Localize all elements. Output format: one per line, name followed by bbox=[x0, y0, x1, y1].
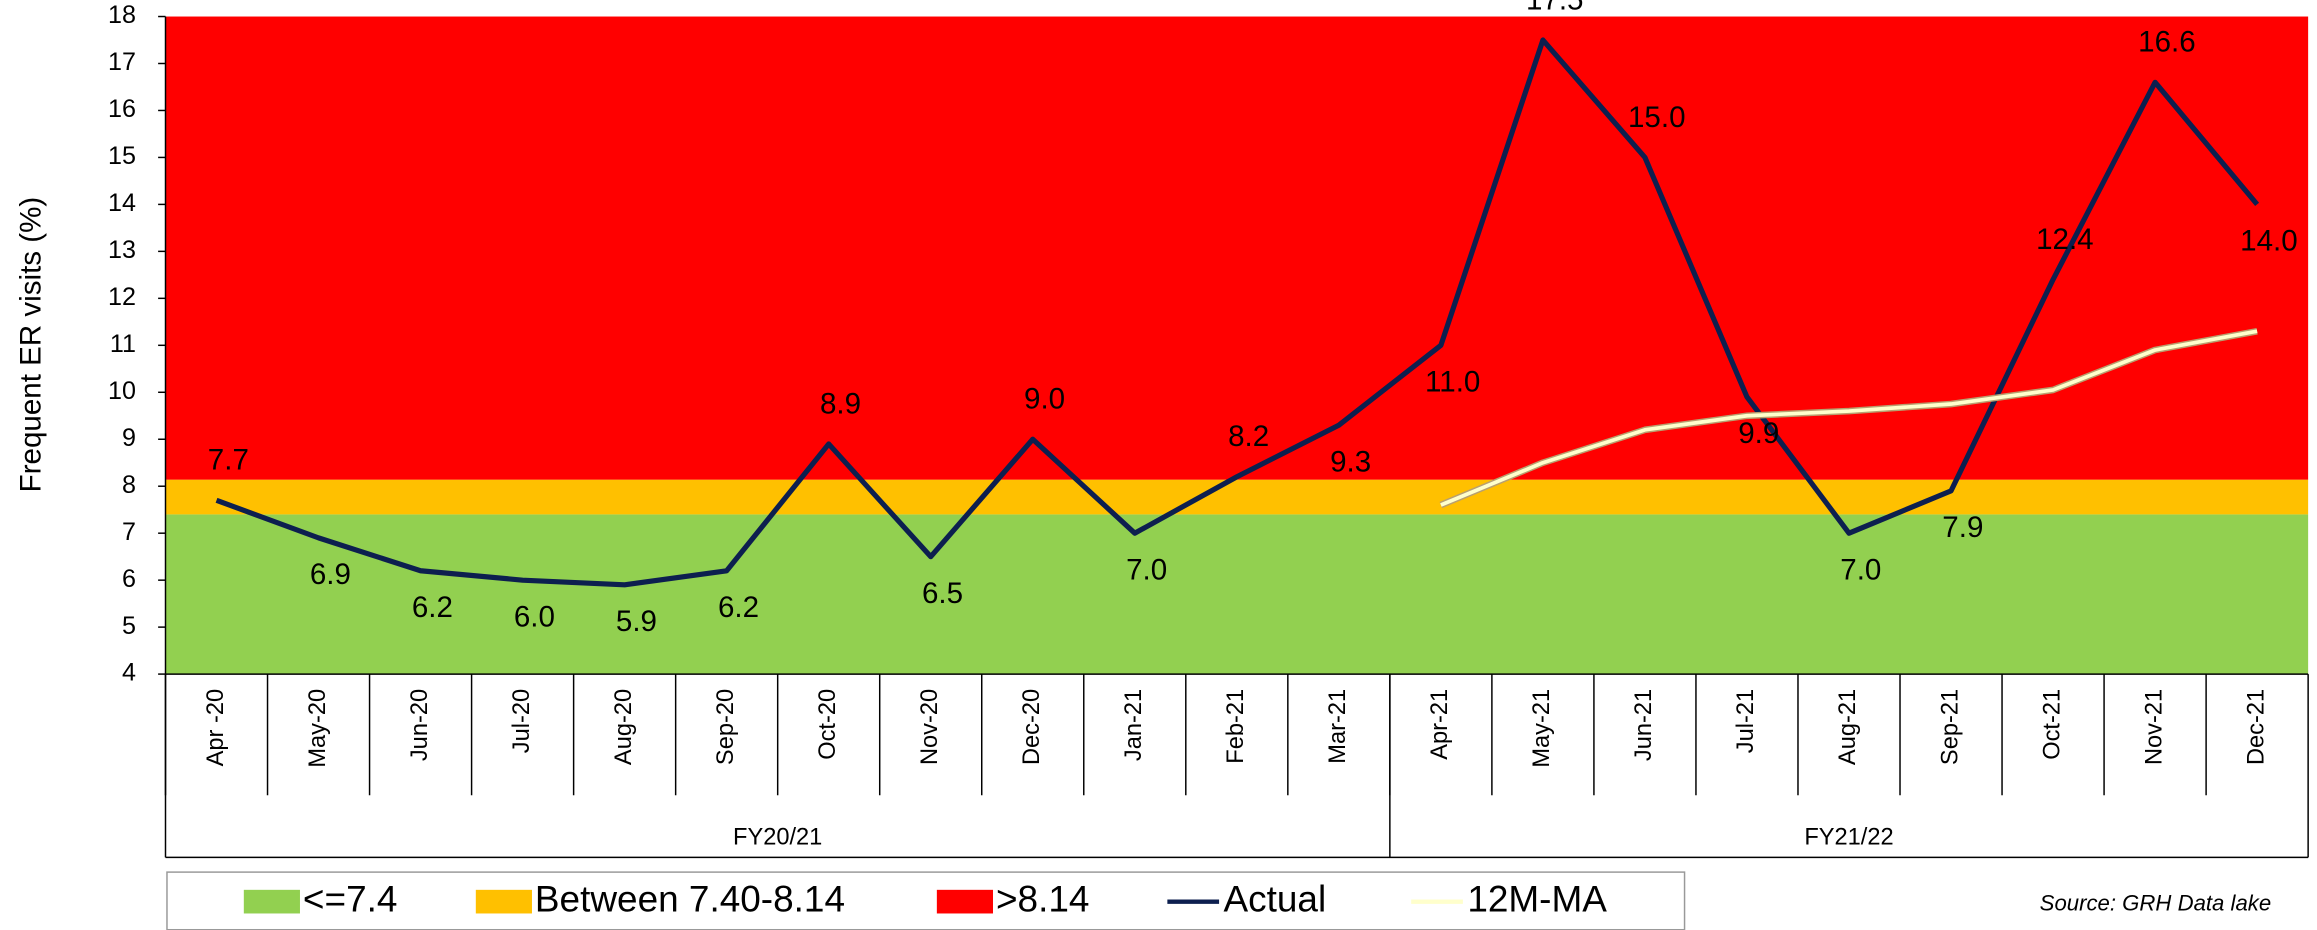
x-tick-label: Jan-21 bbox=[1121, 689, 1147, 761]
group-label: FY20/21 bbox=[733, 824, 822, 850]
y-tick-label: 14 bbox=[108, 189, 136, 217]
x-tick-label: Mar-21 bbox=[1325, 689, 1351, 764]
x-tick-label: Jul-21 bbox=[1733, 689, 1759, 753]
data-label: 12.4 bbox=[2036, 223, 2094, 256]
data-label: 9.0 bbox=[1024, 383, 1065, 416]
y-tick-label: 13 bbox=[108, 236, 136, 264]
y-tick-label: 11 bbox=[110, 330, 136, 358]
data-label: 16.6 bbox=[2138, 26, 2196, 59]
y-tick-label: 6 bbox=[122, 565, 136, 593]
x-tick-label: Sep-20 bbox=[713, 689, 739, 765]
x-tick-label: Sep-21 bbox=[1937, 689, 1963, 765]
data-label: 6.5 bbox=[922, 577, 963, 610]
series-line bbox=[215, 37, 2260, 588]
legend-swatch bbox=[475, 889, 532, 914]
y-tick-label: 9 bbox=[122, 424, 136, 452]
legend-label: Actual bbox=[1224, 878, 1327, 919]
data-label: 11.0 bbox=[1425, 366, 1480, 399]
x-tick-label: Jul-20 bbox=[509, 689, 535, 753]
data-label: 6.2 bbox=[718, 591, 759, 624]
legend-label: 12M-MA bbox=[1467, 878, 1607, 919]
data-label: 7.0 bbox=[1840, 553, 1881, 586]
x-tick-label: Aug-21 bbox=[1835, 689, 1861, 765]
data-label: 7.7 bbox=[208, 444, 249, 477]
data-label: 6.9 bbox=[310, 558, 351, 591]
data-label: 8.2 bbox=[1228, 420, 1269, 453]
threshold-band bbox=[165, 514, 2309, 675]
y-tick-label: 10 bbox=[108, 377, 136, 405]
x-tick-label: Nov-21 bbox=[2141, 689, 2167, 765]
y-tick-label: 4 bbox=[122, 659, 136, 687]
x-tick-label: May-21 bbox=[1529, 689, 1555, 768]
series-line bbox=[1440, 329, 2258, 507]
x-tick-label: Apr -20 bbox=[203, 689, 229, 766]
y-tick-label: 17 bbox=[108, 48, 136, 76]
data-label: 9.3 bbox=[1330, 445, 1371, 478]
y-tick-label: 5 bbox=[122, 612, 136, 640]
data-label: 14.0 bbox=[2240, 225, 2298, 258]
x-tick-label: Oct-20 bbox=[815, 689, 841, 760]
legend-label: >8.14 bbox=[996, 878, 1089, 919]
data-label: 9.9 bbox=[1738, 417, 1779, 450]
y-tick-label: 7 bbox=[122, 518, 136, 546]
x-tick-label: May-20 bbox=[305, 689, 331, 768]
source: Source: GRH Data lake bbox=[2040, 890, 2272, 915]
y-tick-label: 16 bbox=[108, 95, 136, 123]
y-axis-label: Frequent ER visits (%) bbox=[14, 197, 47, 493]
data-label: 15.0 bbox=[1628, 101, 1686, 134]
legend-label: Between 7.40-8.14 bbox=[535, 878, 845, 919]
y-tick-label: 12 bbox=[108, 283, 136, 311]
y-tick-label: 8 bbox=[122, 471, 136, 499]
legend-label: <=7.4 bbox=[303, 878, 398, 919]
data-label: 7.9 bbox=[1942, 511, 1983, 544]
group-label: FY21/22 bbox=[1804, 824, 1893, 850]
y-tick-label: 15 bbox=[108, 142, 136, 170]
x-tick-label: Jun-21 bbox=[1631, 689, 1657, 761]
x-tick-label: Dec-21 bbox=[2243, 689, 2269, 765]
threshold-band bbox=[165, 16, 2309, 480]
data-label: 6.0 bbox=[514, 600, 555, 633]
x-tick-label: Oct-21 bbox=[2039, 689, 2065, 760]
data-label: 6.2 bbox=[412, 591, 453, 624]
x-tick-label: Aug-20 bbox=[611, 689, 637, 765]
data-label: 17.5 bbox=[1526, 0, 1584, 16]
legend-swatch bbox=[243, 889, 300, 914]
y-tick-label: 18 bbox=[108, 1, 136, 29]
data-label: 5.9 bbox=[616, 605, 657, 638]
x-tick-label: Nov-20 bbox=[917, 689, 943, 765]
x-tick-label: Feb-21 bbox=[1223, 689, 1249, 764]
data-label: 7.0 bbox=[1126, 553, 1167, 586]
x-tick-label: Jun-20 bbox=[407, 689, 433, 761]
data-label: 8.9 bbox=[820, 387, 861, 420]
legend-swatch bbox=[936, 889, 993, 914]
x-tick-label: Dec-20 bbox=[1019, 689, 1045, 765]
threshold-band bbox=[165, 479, 2309, 515]
x-tick-label: Apr-21 bbox=[1427, 689, 1453, 760]
